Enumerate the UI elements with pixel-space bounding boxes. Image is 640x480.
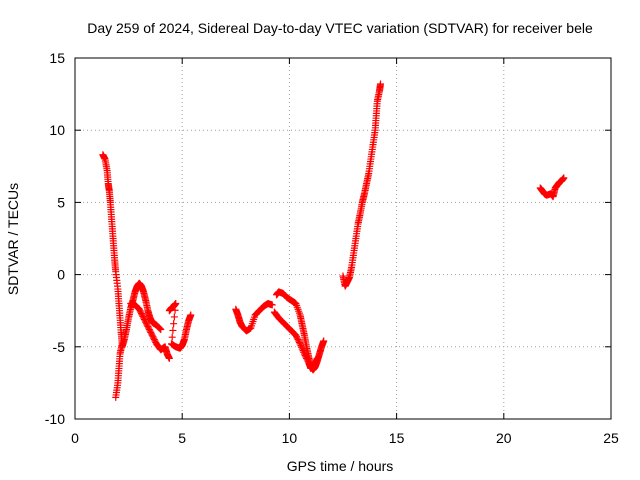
y-axis-label: SDTVAR / TECUs	[5, 183, 21, 295]
series-segment-3	[127, 299, 173, 362]
y-tick-label: 15	[49, 50, 65, 66]
data-point	[172, 299, 180, 307]
data-points	[99, 80, 568, 401]
x-tick-label: 5	[178, 430, 186, 446]
data-point	[313, 354, 321, 362]
data-point	[296, 340, 304, 348]
data-point	[165, 354, 173, 362]
axis-ticks: 0 5 10 15 20 25 -10 -5 0 5 10 15	[45, 50, 619, 446]
x-tick-label: 10	[282, 430, 298, 446]
y-tick-label: 10	[49, 122, 65, 138]
y-tick-label: -5	[53, 339, 66, 355]
data-point	[298, 343, 306, 351]
data-point	[268, 301, 276, 309]
data-point	[377, 80, 385, 88]
x-axis-label: GPS time / hours	[287, 458, 394, 474]
y-tick-label: 0	[57, 267, 65, 283]
grid-lines	[75, 58, 611, 419]
data-point	[298, 345, 306, 353]
y-tick-label: -10	[45, 411, 65, 427]
data-point	[295, 338, 303, 346]
data-point	[560, 174, 568, 182]
chart-title: Day 259 of 2024, Sidereal Day-to-day VTE…	[87, 20, 593, 36]
data-point	[170, 313, 178, 321]
data-point	[168, 333, 176, 341]
data-point	[300, 348, 308, 356]
data-point	[320, 337, 328, 345]
data-point	[297, 342, 305, 350]
series-segment-5	[232, 299, 276, 335]
series-segment-9	[536, 174, 568, 201]
x-tick-label: 0	[71, 430, 79, 446]
series-segment-2	[118, 279, 165, 351]
data-point	[157, 325, 165, 333]
data-point	[299, 347, 307, 355]
data-point	[169, 326, 177, 334]
plot-frame	[74, 57, 612, 420]
x-tick-label: 15	[389, 430, 405, 446]
data-point	[171, 306, 179, 314]
series-segment-7	[270, 308, 321, 372]
series-segment-1	[99, 151, 126, 401]
series-segment-8	[339, 80, 385, 290]
data-point	[155, 324, 163, 332]
data-point	[187, 311, 195, 319]
x-tick-label: 20	[496, 430, 512, 446]
x-tick-label: 25	[603, 430, 619, 446]
series-segment-4	[165, 299, 195, 352]
y-tick-label: 5	[57, 194, 65, 210]
data-point	[112, 393, 120, 401]
data-point	[156, 325, 164, 333]
data-point	[170, 320, 178, 328]
